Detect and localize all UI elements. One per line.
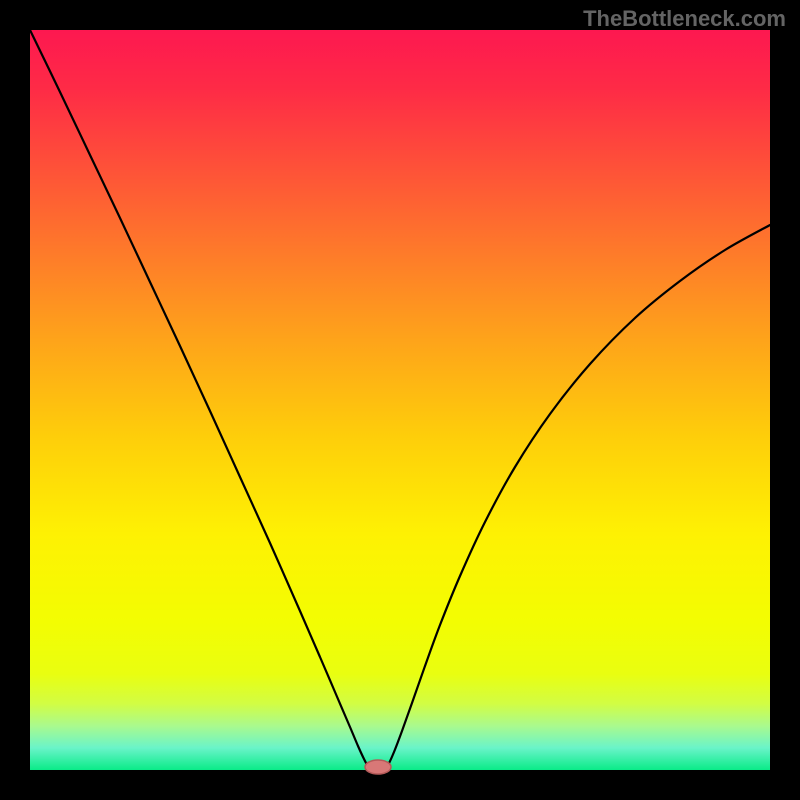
bottleneck-chart bbox=[0, 0, 800, 800]
chart-container: TheBottleneck.com bbox=[0, 0, 800, 800]
chart-plot-area bbox=[30, 30, 770, 770]
optimal-point-marker bbox=[365, 760, 391, 774]
watermark-text: TheBottleneck.com bbox=[583, 6, 786, 32]
